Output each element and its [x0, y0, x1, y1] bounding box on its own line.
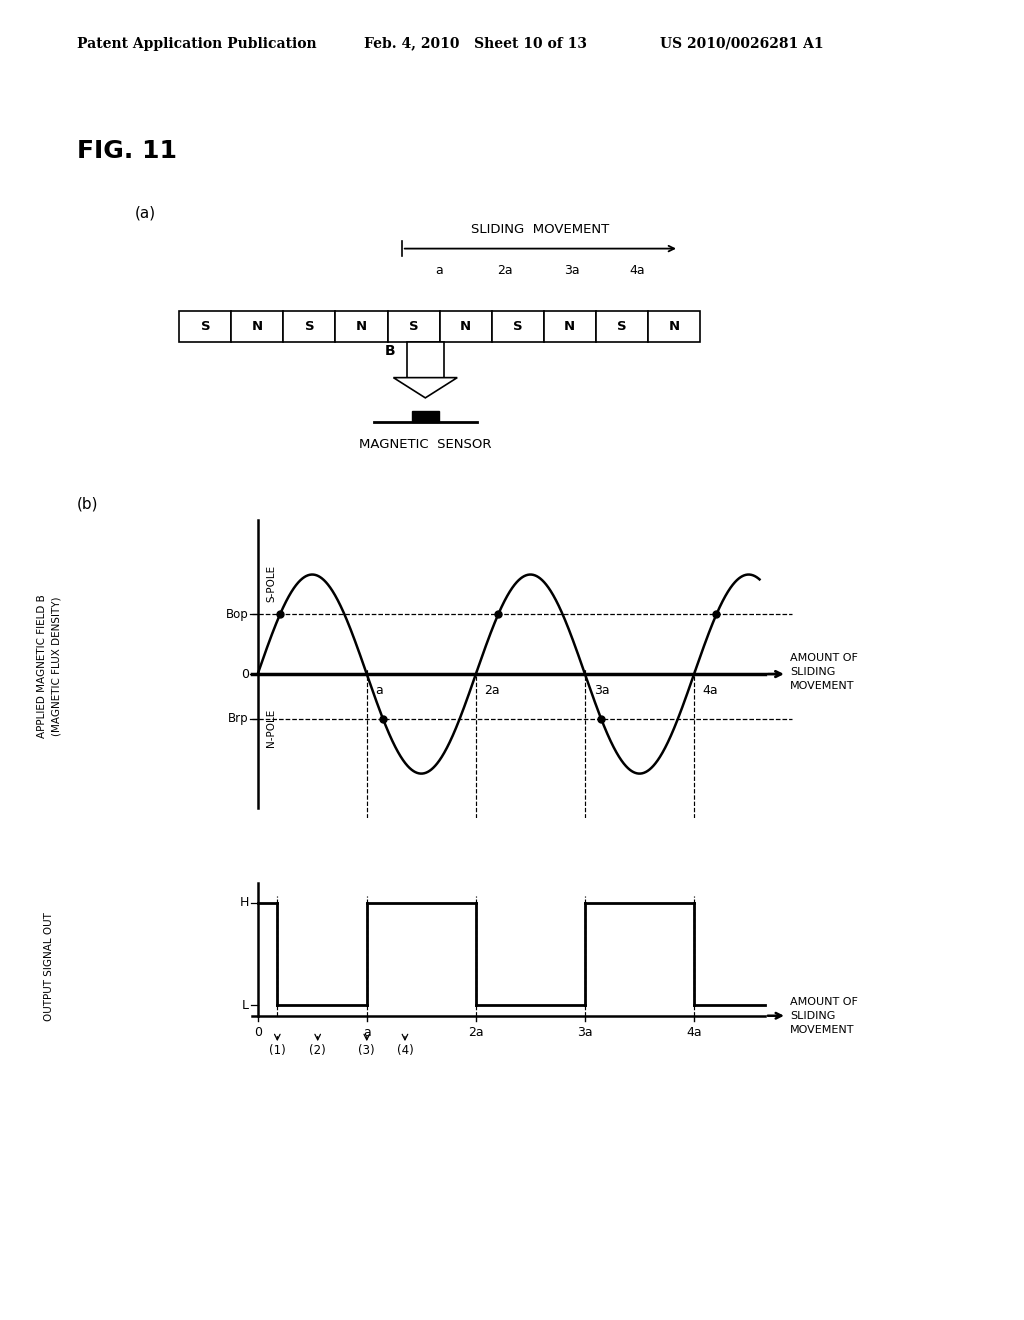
Bar	[596, 310, 648, 342]
Text: S: S	[617, 319, 627, 333]
Bar	[336, 310, 387, 342]
Text: L: L	[242, 999, 249, 1012]
Text: 3a: 3a	[563, 264, 580, 277]
Text: a: a	[436, 264, 443, 277]
Text: (a): (a)	[135, 206, 156, 220]
Text: 0: 0	[254, 1026, 262, 1039]
Text: N-POLE: N-POLE	[266, 709, 276, 747]
Text: OUTPUT SIGNAL OUT: OUTPUT SIGNAL OUT	[44, 912, 54, 1020]
Text: FIG. 11: FIG. 11	[77, 140, 177, 164]
Text: Bop: Bop	[226, 607, 249, 620]
Text: B: B	[385, 345, 395, 358]
Text: APPLIED MAGNETIC FIELD B
(MAGNETIC FLUX DENSITY): APPLIED MAGNETIC FIELD B (MAGNETIC FLUX …	[37, 595, 61, 738]
Bar	[412, 411, 438, 421]
Text: 4a: 4a	[629, 264, 645, 277]
Text: AMOUNT OF
SLIDING
MOVEMENT: AMOUNT OF SLIDING MOVEMENT	[791, 653, 858, 692]
Text: (b): (b)	[77, 496, 98, 511]
Text: N: N	[252, 319, 263, 333]
Text: Brp: Brp	[228, 713, 249, 726]
Bar	[407, 342, 443, 378]
Text: 2a: 2a	[498, 264, 513, 277]
Text: 0: 0	[241, 668, 249, 681]
Text: N: N	[564, 319, 575, 333]
Bar	[179, 310, 231, 342]
Text: (2): (2)	[309, 1044, 326, 1057]
Text: MAGNETIC  SENSOR: MAGNETIC SENSOR	[359, 438, 492, 451]
Bar	[284, 310, 336, 342]
Bar	[492, 310, 544, 342]
Text: H: H	[240, 896, 249, 909]
Bar	[648, 310, 700, 342]
Text: Feb. 4, 2010   Sheet 10 of 13: Feb. 4, 2010 Sheet 10 of 13	[364, 37, 587, 50]
Text: S: S	[409, 319, 419, 333]
Text: (4): (4)	[396, 1044, 414, 1057]
Text: SLIDING  MOVEMENT: SLIDING MOVEMENT	[471, 223, 609, 236]
Bar	[231, 310, 284, 342]
Text: a: a	[362, 1026, 371, 1039]
Text: 2a: 2a	[484, 684, 501, 697]
Bar	[439, 310, 492, 342]
Bar	[387, 310, 439, 342]
Text: 3a: 3a	[578, 1026, 593, 1039]
Text: 3a: 3a	[594, 684, 609, 697]
Text: N: N	[669, 319, 680, 333]
Text: N: N	[460, 319, 471, 333]
Text: 4a: 4a	[686, 1026, 701, 1039]
Text: (3): (3)	[358, 1044, 375, 1057]
Text: Patent Application Publication: Patent Application Publication	[77, 37, 316, 50]
Text: US 2010/0026281 A1: US 2010/0026281 A1	[660, 37, 824, 50]
Text: S: S	[513, 319, 522, 333]
Polygon shape	[393, 378, 458, 397]
Text: a: a	[376, 684, 383, 697]
Text: 4a: 4a	[702, 684, 719, 697]
Text: S: S	[305, 319, 314, 333]
Text: AMOUNT OF
SLIDING
MOVEMENT: AMOUNT OF SLIDING MOVEMENT	[791, 997, 858, 1035]
Text: (1): (1)	[269, 1044, 286, 1057]
Text: N: N	[356, 319, 367, 333]
Text: S: S	[201, 319, 210, 333]
Text: 2a: 2a	[468, 1026, 483, 1039]
Text: S-POLE: S-POLE	[266, 565, 276, 602]
Bar	[544, 310, 596, 342]
